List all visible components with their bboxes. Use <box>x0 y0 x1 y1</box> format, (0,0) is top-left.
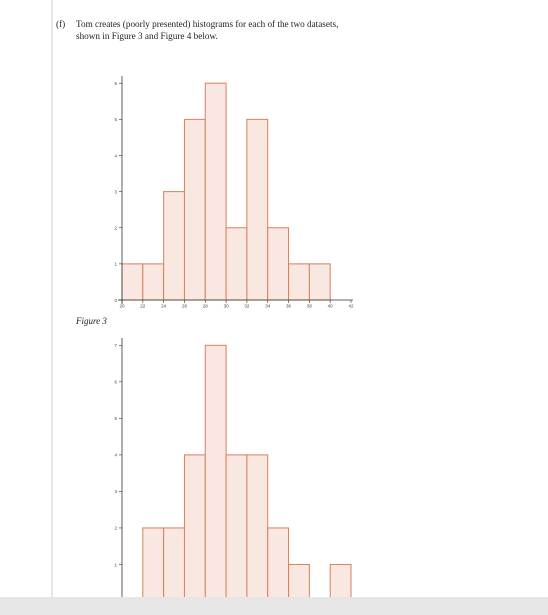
hist-4-y-tick-label: 5 <box>114 416 117 421</box>
hist-4-bar-36-38 <box>288 563 310 602</box>
hist-4-bar-34-36 <box>267 527 290 602</box>
hist-4-y-tick-label: 1 <box>114 562 117 567</box>
hist-3-x-tick-label: 32 <box>244 304 250 309</box>
hist-3-y-tick-label: 0 <box>114 298 117 303</box>
hist-4-bar-40-42 <box>329 563 352 602</box>
hist-3-x-tick-label: 42 <box>348 304 354 309</box>
hist-4-bar-22-24 <box>142 527 165 602</box>
hist-4-y-tick-label: 4 <box>114 453 117 458</box>
hist-3-x-tick-label: 36 <box>286 304 292 309</box>
figure-3-caption: Figure 3 <box>76 316 107 326</box>
hist-3-y-tick-label: 4 <box>114 153 117 158</box>
hist-3-y-tick-label: 3 <box>114 189 117 194</box>
hist-4-bar-32-34 <box>246 454 269 602</box>
hist-4-y-tick-label: 3 <box>114 489 117 494</box>
hist-3-y-tick-label: 1 <box>114 262 117 267</box>
hist-4-y-tick-label: 2 <box>114 526 117 531</box>
hist-3-x-tick-label: 22 <box>140 304 146 309</box>
bottom-bar <box>0 597 548 615</box>
hist-3-x-tick-label: 40 <box>328 304 334 309</box>
hist-4-bar-24-26 <box>163 527 185 602</box>
hist-3-x-tick-label: 24 <box>161 304 167 309</box>
hist-3-y-tick-label: 5 <box>114 117 117 122</box>
hist-3-y-tick-label: 2 <box>114 226 117 231</box>
hist-4-y-tick-label: 7 <box>114 343 117 348</box>
hist-4-bar-26-28 <box>183 454 206 602</box>
question-label: (f) <box>56 19 66 29</box>
hist-3-x-tick-label: 20 <box>119 304 125 309</box>
hist-3-x-tick-label: 26 <box>182 304 188 309</box>
hist-3-x-tick-label: 30 <box>224 304 230 309</box>
hist-4-bar-30-32 <box>225 454 248 602</box>
question-line-1: Tom creates (poorly presented) histogram… <box>76 19 339 29</box>
page-left-rule <box>51 0 53 598</box>
hist-3-x-tick-label: 34 <box>265 304 271 309</box>
hist-3-y-tick-label: 6 <box>114 81 117 86</box>
hist-4-bar-28-30 <box>204 344 227 602</box>
question-body: Tom creates (poorly presented) histogram… <box>76 18 476 42</box>
question-line-2: shown in Figure 3 and Figure 4 below. <box>76 31 218 41</box>
hist-3-x-tick-label: 38 <box>307 304 313 309</box>
hist-4-y-tick-label: 6 <box>114 380 117 385</box>
hist-3-x-tick-label: 28 <box>203 304 209 309</box>
